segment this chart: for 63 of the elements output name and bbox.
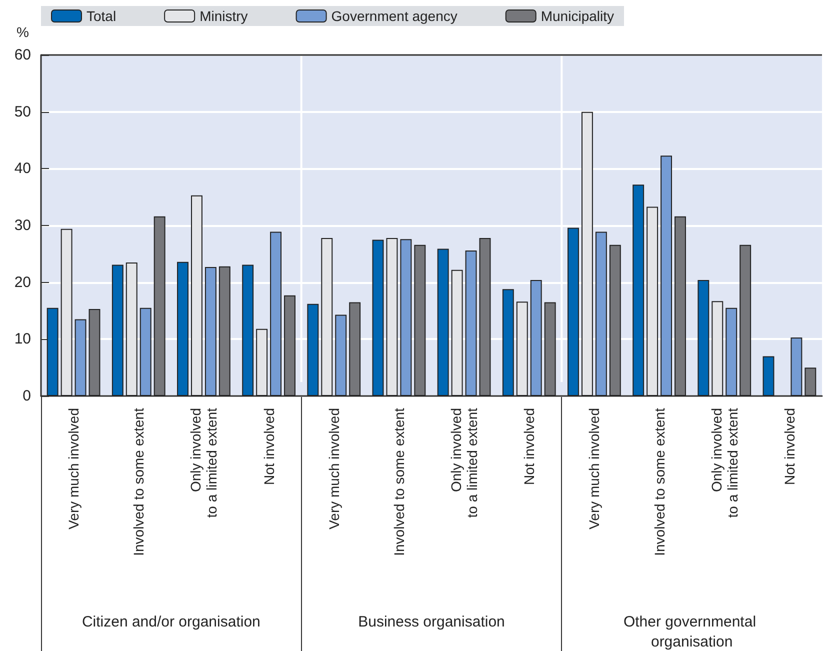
bar [414, 244, 426, 396]
bar [177, 262, 188, 396]
bar [154, 216, 166, 396]
x-tick-label: Only involved to a limited extent [448, 408, 480, 518]
bar [762, 356, 774, 396]
bar [270, 232, 282, 396]
y-tick-label: 30 [14, 217, 31, 234]
legend-label: Municipality [540, 8, 614, 24]
y-tick-label: 40 [14, 160, 31, 178]
y-tick-label: 10 [14, 330, 31, 348]
bar [46, 308, 58, 396]
x-tick-label: Only involved to a limited extent [708, 408, 740, 518]
y-axis-title: % [16, 24, 29, 40]
x-tick-label: Only involved to a limited extent [188, 408, 220, 518]
bar [400, 239, 412, 396]
x-tick-label: Not involved [781, 408, 798, 486]
bar [609, 244, 621, 396]
bar [595, 232, 607, 396]
y-tick-label: 50 [14, 103, 31, 120]
bar [568, 228, 579, 396]
bar [790, 337, 802, 396]
bar [660, 156, 672, 396]
bar [740, 244, 752, 396]
x-tick-label: Very much involved [586, 408, 602, 530]
bar [530, 280, 542, 396]
bar [112, 264, 124, 396]
x-tick-label: Not involved [260, 408, 277, 486]
x-tick-label: Very much involved [66, 408, 82, 530]
bar [140, 308, 152, 396]
text: Business organisation [358, 614, 505, 630]
x-tick-label: Involved to some extent [130, 408, 147, 556]
bar [437, 248, 449, 396]
bar [335, 314, 347, 396]
bar [465, 250, 477, 396]
bar [674, 216, 686, 396]
x-tick-label: Very much involved [326, 408, 342, 530]
bar [804, 368, 816, 396]
bar [307, 304, 319, 396]
bar [726, 308, 738, 396]
bar [349, 302, 361, 396]
x-tick-label: Involved to some extent [390, 408, 407, 556]
bar [242, 264, 254, 396]
y-tick-label: 60 [14, 46, 31, 64]
bar [88, 309, 100, 396]
x-tick-label: Not involved [521, 408, 538, 486]
bar [284, 295, 296, 396]
bar [544, 302, 556, 396]
legend-label: Government agency [331, 8, 458, 24]
x-tick-label: Involved to some extent [651, 408, 668, 556]
y-tick-label: 0 [22, 388, 31, 404]
bar [632, 184, 644, 396]
legend-label: Total [86, 8, 116, 24]
text: Citizen and/or organisation [82, 614, 260, 630]
bar [502, 289, 514, 396]
bar [218, 266, 230, 396]
bar [479, 238, 491, 396]
legend-label: Ministry [200, 8, 248, 24]
bar [74, 319, 86, 396]
bar [372, 240, 384, 396]
bar [698, 280, 710, 396]
text: Other governmental organisation [623, 614, 760, 650]
bar [204, 266, 216, 396]
y-tick-label: 20 [14, 274, 31, 291]
